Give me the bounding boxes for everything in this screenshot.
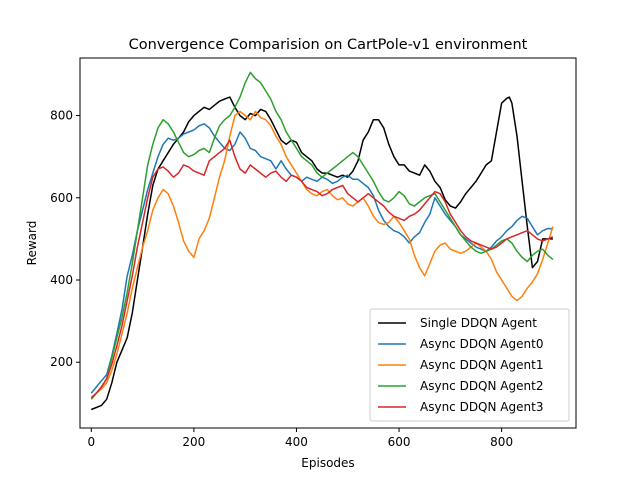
legend-label: Async DDQN Agent1 (420, 358, 543, 372)
legend-box (369, 308, 570, 422)
chart-title: Convergence Comparision on CartPole-v1 e… (129, 37, 528, 53)
y-tick-label: 600 (50, 191, 73, 205)
axis-layer: 0 200 400 600 800 200 400 600 800 (50, 109, 513, 449)
x-tick-label: 200 (182, 435, 205, 449)
legend-label: Async DDQN Agent0 (420, 337, 543, 351)
legend-label: Async DDQN Agent2 (420, 379, 543, 393)
y-tick-label: 800 (50, 109, 73, 123)
y-tick-label: 400 (50, 273, 73, 287)
series-line-4 (90, 139, 554, 399)
x-axis-title: Episodes (301, 456, 354, 470)
y-tick-label: 200 (50, 355, 73, 369)
series-layer (90, 71, 554, 411)
y-axis-title: Reward (25, 221, 39, 266)
x-tick-label: 400 (285, 435, 308, 449)
legend-label: Async DDQN Agent3 (420, 400, 543, 414)
x-tick-label: 0 (87, 435, 95, 449)
x-tick-label: 800 (490, 435, 513, 449)
series-line-3 (90, 71, 554, 400)
legend: Single DDQN Agent Async DDQN Agent0 Async … (369, 308, 570, 422)
plot-frame (79, 57, 577, 429)
legend-label: Single DDQN Agent (420, 316, 537, 330)
x-tick-label: 600 (388, 435, 411, 449)
